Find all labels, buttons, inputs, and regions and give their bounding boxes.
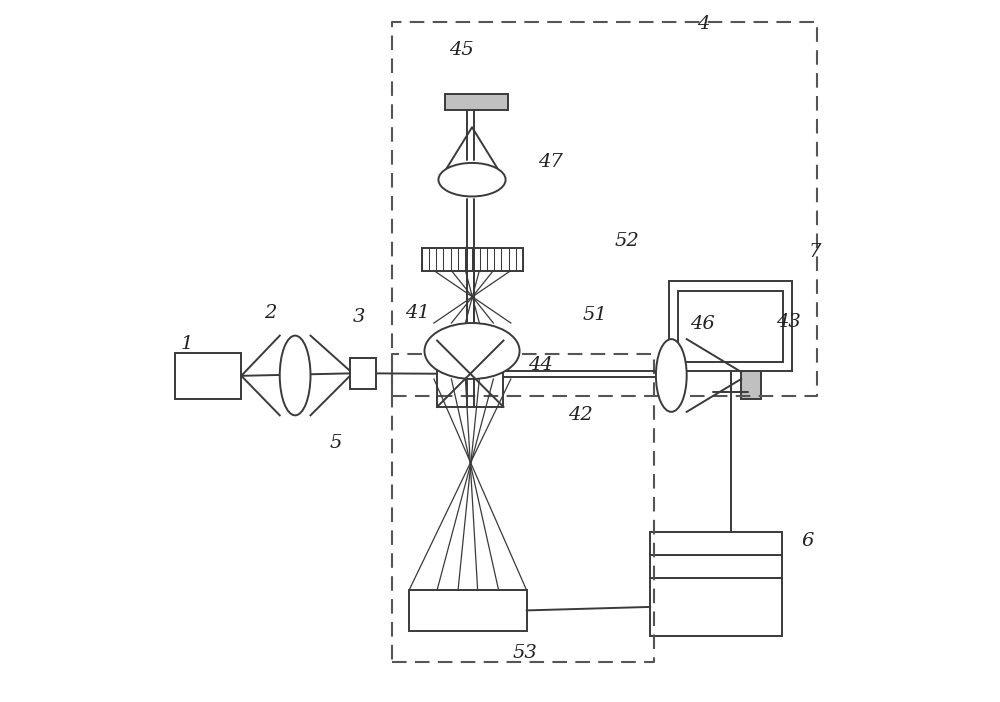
Bar xyxy=(669,281,792,371)
Bar xyxy=(445,94,508,110)
Text: 3: 3 xyxy=(353,308,365,326)
Text: 52: 52 xyxy=(615,232,640,249)
Text: 43: 43 xyxy=(776,312,800,331)
Text: 42: 42 xyxy=(568,406,593,424)
Bar xyxy=(175,353,241,399)
Text: 6: 6 xyxy=(801,532,814,550)
Bar xyxy=(741,350,761,399)
Text: 53: 53 xyxy=(512,644,537,662)
Bar xyxy=(650,578,782,635)
Text: 44: 44 xyxy=(528,356,553,374)
Ellipse shape xyxy=(656,339,687,412)
Ellipse shape xyxy=(438,163,506,197)
Text: 7: 7 xyxy=(808,243,821,260)
Ellipse shape xyxy=(424,323,520,379)
Text: 46: 46 xyxy=(690,315,715,333)
Text: 41: 41 xyxy=(405,303,430,322)
Text: 1: 1 xyxy=(181,335,193,353)
Text: 51: 51 xyxy=(583,305,607,324)
Text: 47: 47 xyxy=(538,153,563,171)
Bar xyxy=(422,248,523,270)
Ellipse shape xyxy=(280,336,311,416)
Text: 45: 45 xyxy=(449,41,474,60)
Bar xyxy=(409,590,527,630)
Text: 5: 5 xyxy=(329,435,342,452)
Bar xyxy=(650,532,782,555)
Text: 2: 2 xyxy=(264,303,277,322)
Bar xyxy=(650,555,782,578)
Bar xyxy=(350,358,376,389)
Bar xyxy=(678,291,783,362)
Text: 4: 4 xyxy=(697,15,709,33)
Bar xyxy=(437,340,503,407)
